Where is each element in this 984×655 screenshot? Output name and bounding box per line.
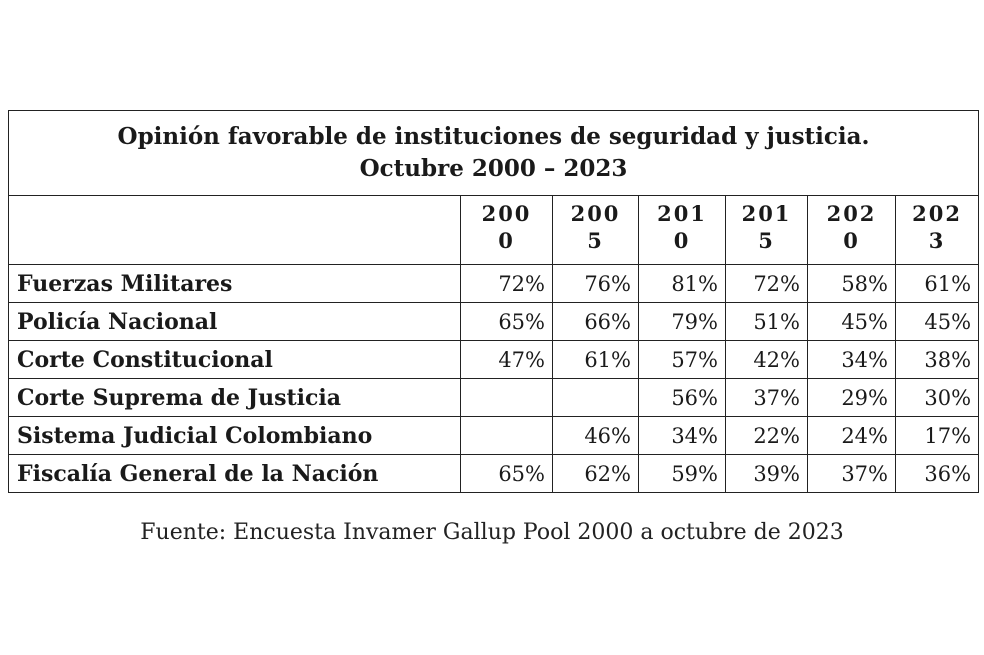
value-cell: 37% [725,378,808,417]
survey-table: Opinión favorable de instituciones de se… [7,110,980,493]
value-cell: 58% [807,264,896,303]
table-title: Opinión favorable de instituciones de se… [7,110,980,196]
table-row: Fuerzas Militares 72% 76% 81% 72% 58% 61… [8,264,980,303]
year-header-2005: 200 5 [552,195,639,265]
value-cell: 66% [552,302,639,341]
year-header-2020: 202 0 [807,195,896,265]
value-cell: 61% [894,264,980,303]
value-cell: 62% [552,454,639,493]
table-row: Sistema Judicial Colombiano 46% 34% 22% … [8,416,980,455]
year-header-2000: 200 0 [460,195,553,265]
table-title-line-1: Opinión favorable de instituciones de se… [117,123,870,150]
row-label: Policía Nacional [8,302,461,341]
value-cell: 24% [807,416,896,455]
value-cell: 65% [460,302,553,341]
row-label: Fuerzas Militares [8,264,461,303]
table-title-line-2: Octubre 2000 – 2023 [359,155,628,182]
value-cell: 59% [638,454,726,493]
value-cell: 37% [807,454,896,493]
row-label: Corte Constitucional [8,340,461,379]
value-cell: 79% [638,302,726,341]
table-row: Corte Constitucional 47% 61% 57% 42% 34%… [8,340,980,379]
table-row: Policía Nacional 65% 66% 79% 51% 45% 45% [8,302,980,341]
value-cell: 36% [894,454,980,493]
value-cell: 56% [638,378,726,417]
year-header-2010: 201 0 [638,195,726,265]
table-row: Corte Suprema de Justicia 56% 37% 29% 30… [8,378,980,417]
value-cell [460,416,553,455]
value-cell: 46% [552,416,639,455]
value-cell: 38% [894,340,980,379]
value-cell: 61% [552,340,639,379]
value-cell: 42% [725,340,808,379]
value-cell [552,378,639,417]
row-label: Fiscalía General de la Nación [8,454,461,493]
value-cell: 72% [460,264,553,303]
year-header-2023: 202 3 [894,195,980,265]
value-cell: 17% [894,416,980,455]
source-note: Fuente: Encuesta Invamer Gallup Pool 200… [140,520,844,545]
value-cell: 65% [460,454,553,493]
title-row: Opinión favorable de instituciones de se… [7,110,980,196]
value-cell: 81% [638,264,726,303]
value-cell: 47% [460,340,553,379]
value-cell: 45% [807,302,896,341]
header-corner-cell [8,195,461,265]
value-cell: 29% [807,378,896,417]
value-cell: 39% [725,454,808,493]
value-cell: 76% [552,264,639,303]
row-label: Corte Suprema de Justicia [8,378,461,417]
table-row: Fiscalía General de la Nación 65% 62% 59… [8,454,980,493]
value-cell: 30% [894,378,980,417]
row-label: Sistema Judicial Colombiano [8,416,461,455]
value-cell: 51% [725,302,808,341]
header-row: 200 0 200 5 201 0 201 5 202 0 202 3 [8,195,980,265]
value-cell: 34% [638,416,726,455]
value-cell [460,378,553,417]
year-header-2015: 201 5 [725,195,808,265]
value-cell: 45% [894,302,980,341]
value-cell: 57% [638,340,726,379]
value-cell: 34% [807,340,896,379]
value-cell: 72% [725,264,808,303]
value-cell: 22% [725,416,808,455]
